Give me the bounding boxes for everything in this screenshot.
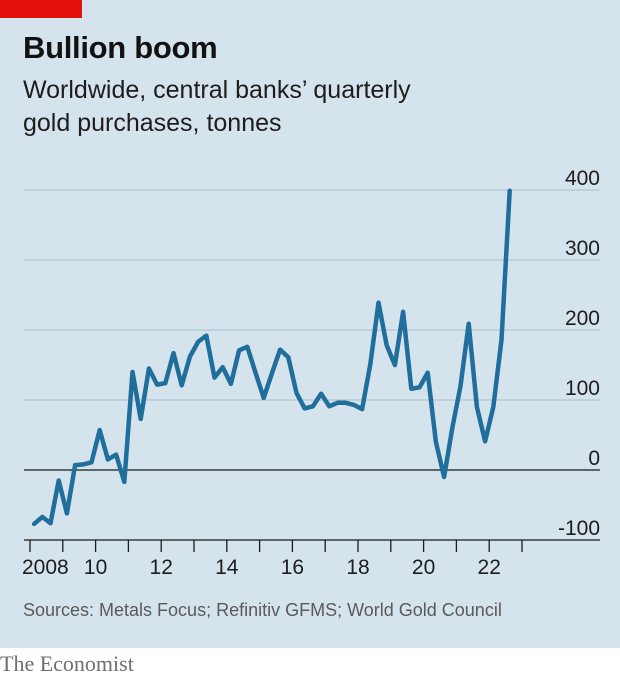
source-note: Sources: Metals Focus; Refinitiv GFMS; W… [23,600,502,620]
publisher-logo: The Economist [0,651,134,676]
x-tick-label: 18 [346,556,369,579]
chart-subtitle-line-1: Worldwide, central banks’ quarterly [23,76,411,104]
y-tick-label: 100 [565,377,600,400]
x-tick-label: 10 [84,556,107,579]
x-tick-label: 14 [215,556,239,579]
y-tick-label: 0 [588,447,600,470]
y-tick-label: 300 [565,237,600,260]
chart-title: Bullion boom [23,30,218,65]
series-line [31,188,512,527]
x-tick-label: 16 [281,556,304,579]
chart-subtitle-line-2: gold purchases, tonnes [23,109,282,137]
x-tick-label: 2008 [22,556,69,579]
x-tick-label: 12 [150,556,173,579]
y-tick-label: -100 [558,517,600,540]
x-tick-label: 20 [412,556,435,579]
x-tick-label: 22 [478,556,501,579]
y-tick-label: 200 [565,307,600,330]
brand-red-tag [0,0,82,18]
chart-subtitle: Worldwide, central banks’ quarterly gold… [23,74,493,140]
line-chart: 400 300 200 100 0 -100 2008 10 12 14 16 18 20 22 [22,167,600,579]
y-tick-label: 400 [565,167,600,190]
